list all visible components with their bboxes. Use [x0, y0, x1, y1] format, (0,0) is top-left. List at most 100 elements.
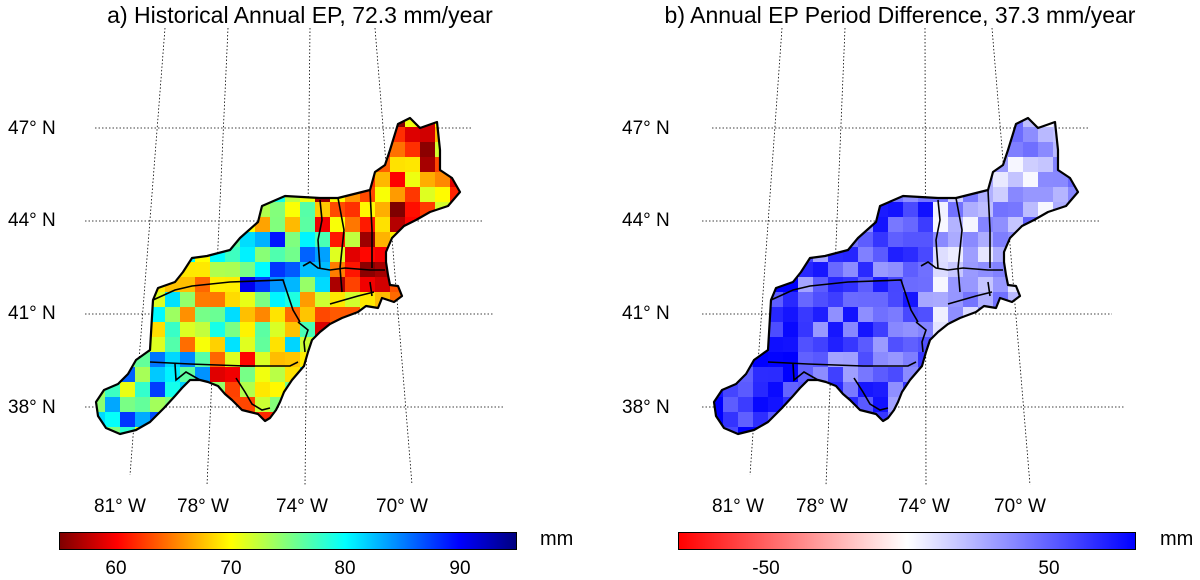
region-outline [712, 116, 1080, 436]
grid-cell [375, 427, 391, 434]
grid-cell [783, 247, 799, 263]
grid-cell [210, 367, 226, 383]
grid-cell [255, 172, 271, 188]
grid-cell [225, 127, 241, 143]
grid-cell [375, 322, 391, 338]
grid-cell [1038, 397, 1054, 413]
grid-cell [360, 277, 376, 293]
grid-cell [723, 187, 739, 203]
grid-cell [255, 277, 271, 293]
grid-cell [240, 172, 256, 188]
grid-cell [993, 322, 1009, 338]
lon-label-70w: 70° W [376, 496, 428, 517]
grid-cell [888, 307, 904, 323]
grid-cell [105, 157, 121, 173]
grid-cell [1068, 247, 1078, 263]
grid-cell [300, 217, 316, 233]
grid-cell [375, 127, 391, 143]
grid-cell [390, 412, 406, 428]
grid-cell [1008, 157, 1024, 173]
grid-cell [918, 118, 934, 128]
grid-cell [96, 157, 106, 173]
grid-cell [300, 412, 316, 428]
grid-cell [315, 412, 331, 428]
grid-cell [300, 172, 316, 188]
grid-cell [948, 352, 964, 368]
grid-cell [300, 118, 316, 128]
ep-grid-cells [96, 118, 460, 434]
grid-cell [948, 142, 964, 158]
grid-cell [843, 427, 859, 434]
grid-cell [165, 187, 181, 203]
grid-cell [420, 262, 436, 278]
grid-cell [180, 412, 196, 428]
grid-cell [165, 427, 181, 434]
grid-cell [420, 322, 436, 338]
grid-cell [270, 382, 286, 398]
grid-cell [360, 127, 376, 143]
grid-cell [1068, 202, 1078, 218]
grid-cell [783, 337, 799, 353]
grid-cell [135, 127, 151, 143]
colorbar [59, 532, 517, 550]
grid-cell [798, 322, 814, 338]
grid-cell [195, 217, 211, 233]
grid-cell [165, 157, 181, 173]
grid-cell [843, 277, 859, 293]
grid-cell [345, 157, 361, 173]
grid-cell [420, 352, 436, 368]
grid-cell [105, 277, 121, 293]
lat-label-44n: 44° N [8, 210, 56, 231]
grid-cell [798, 352, 814, 368]
grid-cell [165, 367, 181, 383]
lon-label-81w: 81° W [94, 496, 146, 517]
grid-cell [963, 232, 979, 248]
grid-cell [873, 292, 889, 308]
lat-label-41n: 41° N [8, 303, 56, 324]
grid-cell [420, 397, 436, 413]
grid-cell [96, 427, 106, 434]
grid-cell [963, 277, 979, 293]
grid-cell [120, 277, 136, 293]
grid-cell [135, 217, 151, 233]
grid-cell [1038, 217, 1054, 233]
lon-label-74w: 74° W [276, 496, 328, 517]
grid-cell [210, 352, 226, 368]
grid-cell [828, 412, 844, 428]
grid-cell [270, 127, 286, 143]
grid-cell [1053, 142, 1069, 158]
grid-cell [285, 217, 301, 233]
lon-label-74w: 74° W [898, 496, 950, 517]
grid-cell [993, 277, 1009, 293]
grid-cell [1038, 232, 1054, 248]
grid-cell [1068, 397, 1078, 413]
grid-cell [180, 157, 196, 173]
grid-cell [240, 202, 256, 218]
grid-cell [858, 427, 874, 434]
grid-cell [783, 262, 799, 278]
grid-cell [315, 187, 331, 203]
grid-cell [783, 187, 799, 203]
grid-cell [1068, 157, 1078, 173]
grid-cell [345, 322, 361, 338]
grid-cell [903, 337, 919, 353]
grid-cell [738, 247, 754, 263]
grid-cell [96, 127, 106, 143]
grid-cell [1008, 412, 1024, 428]
grid-cell [96, 322, 106, 338]
grid-cell [978, 202, 994, 218]
grid-cell [753, 172, 769, 188]
grid-cell [180, 172, 196, 188]
grid-cell [783, 172, 799, 188]
grid-cell [1023, 307, 1039, 323]
grid-cell [933, 277, 949, 293]
grid-cell [753, 397, 769, 413]
grid-cell [420, 157, 436, 173]
grid-cell [1008, 247, 1024, 263]
grid-cell [105, 247, 121, 263]
grid-cell [873, 322, 889, 338]
grid-cell [435, 277, 451, 293]
grid-cell [738, 157, 754, 173]
grid-cell [828, 277, 844, 293]
grid-cell [315, 202, 331, 218]
